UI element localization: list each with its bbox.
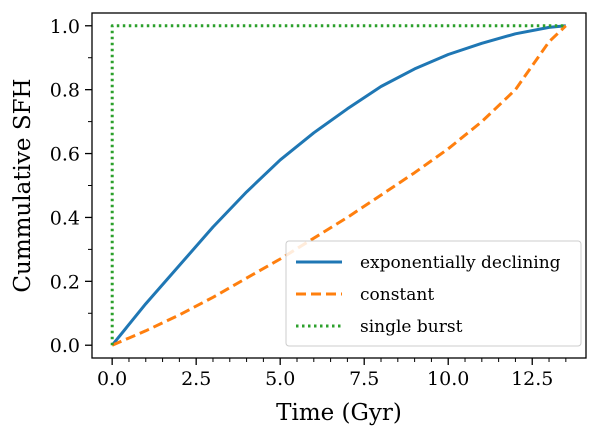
y-tick-label: 1.0 [50, 16, 80, 38]
legend-label-1: exponentially declining [360, 253, 561, 273]
legend-box [285, 240, 582, 347]
y-axis-label: Cummulative SFH [10, 78, 36, 292]
legend: exponentially declining constant single bu… [285, 240, 582, 347]
legend-label-3: single burst [360, 317, 463, 337]
axis-ticks: 0.0 2.5 5.0 7.5 10.0 12.5 0.0 0.2 0.4 0.6 0.8 1.0 [50, 16, 567, 390]
x-tick-label: 7.5 [349, 368, 379, 390]
legend-label-2: constant [360, 285, 434, 305]
x-tick-label: 10.0 [427, 368, 469, 390]
y-tick-label: 0.0 [50, 335, 80, 357]
x-tick-label: 0.0 [97, 368, 127, 390]
y-tick-label: 0.4 [50, 207, 80, 229]
x-axis-label: Time (Gyr) [276, 400, 402, 426]
y-tick-label: 0.8 [50, 80, 80, 102]
y-tick-label: 0.6 [50, 144, 80, 166]
series-line-3 [110, 24, 566, 346]
x-tick-label: 2.5 [181, 368, 211, 390]
y-tick-label: 0.2 [50, 271, 80, 293]
series-layer [110, 24, 567, 347]
series-line-1 [111, 24, 566, 347]
x-tick-label: 5.0 [265, 368, 295, 390]
x-tick-label: 12.5 [511, 368, 553, 390]
